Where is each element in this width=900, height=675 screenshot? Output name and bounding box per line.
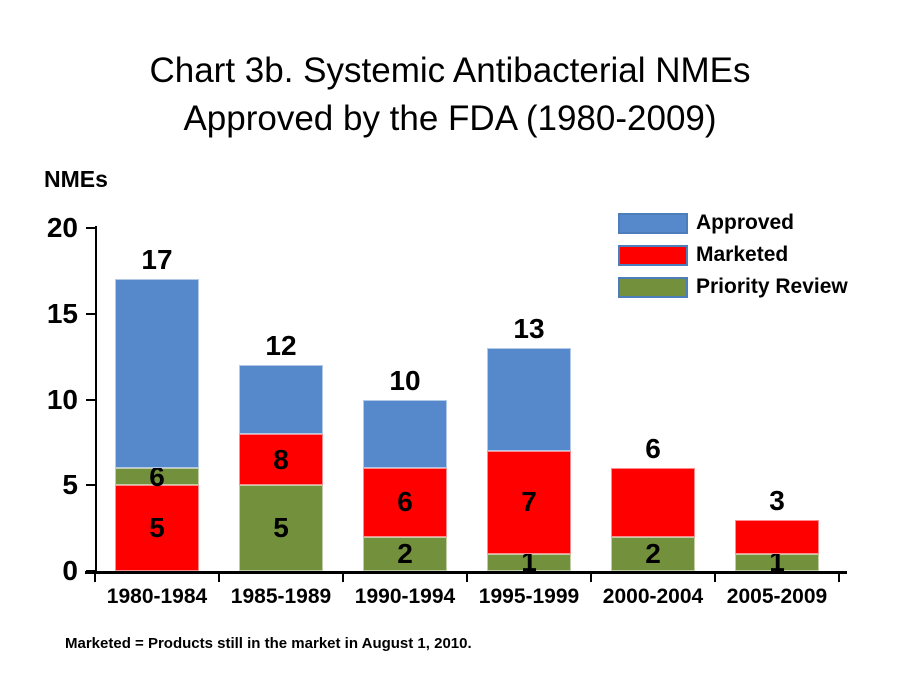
bar-segment-label: 2 [645, 537, 661, 569]
bar-segment-marketed: 7 [487, 450, 571, 554]
bar-segment-marketed [611, 468, 695, 537]
legend-item-priority-review: Priority Review [618, 271, 848, 303]
bar-segment-priority-review: 2 [611, 536, 695, 571]
bar-segment-label: 5 [149, 512, 165, 544]
bar-total-label: 3 [769, 484, 785, 516]
bar: 5 8 12 [239, 228, 323, 571]
bar-total-label: 6 [645, 433, 661, 465]
y-axis-line [95, 226, 97, 574]
y-axis-tick [86, 227, 95, 229]
bar-segment-label: 8 [273, 443, 289, 475]
y-tick-label: 15 [46, 297, 78, 329]
y-axis-tick [86, 570, 95, 572]
bar-segment-label: 1 [521, 546, 537, 578]
bar-segment-label: 5 [273, 512, 289, 544]
bar-segment-priority-review: 1 [735, 546, 819, 577]
bar-segment-priority-review: 2 [363, 536, 447, 571]
bar-segment-approved [487, 348, 571, 451]
bar-segment-approved [115, 279, 199, 469]
x-axis-tick [838, 574, 840, 582]
legend-item-approved: Approved [618, 207, 848, 239]
bar-segment-label: 1 [769, 546, 785, 578]
y-axis-tick [86, 484, 95, 487]
x-category-label: 2005-2009 [726, 585, 828, 608]
bar-segment-marketed: 8 [239, 433, 323, 486]
bar-segment-label: 6 [397, 486, 413, 518]
x-category-label: 2000-2004 [602, 585, 704, 608]
legend-label-approved: Approved [696, 211, 795, 234]
bar-segment-label: 6 [149, 460, 165, 492]
y-tick-label: 10 [46, 383, 78, 415]
bar-segment-priority-review: 5 [239, 485, 323, 571]
bar-segment-approved [363, 399, 447, 469]
legend-swatch-priority-review [618, 276, 688, 298]
y-axis-tick [86, 312, 95, 315]
bar-total-label: 12 [265, 330, 297, 362]
bar-segment-label: 2 [397, 537, 413, 569]
x-category-label: 1985-1989 [230, 585, 332, 608]
chart-title: Chart 3b. Systemic Antibacterial NMEs Ap… [0, 47, 900, 143]
x-axis-tick [218, 574, 220, 582]
chart-title-line-2: Approved by the FDA (1980-2009) [183, 99, 717, 138]
y-tick-label: 5 [62, 469, 78, 501]
bar-segment-priority-review: 1 [487, 546, 571, 577]
x-axis-tick [94, 574, 96, 582]
x-axis-tick [342, 574, 344, 582]
bar-total-label: 10 [389, 364, 421, 396]
plot-area: 5 6 17 5 8 12 2 6 10 1 7 13 2 6 1 3 [85, 226, 847, 582]
chart-title-line-1: Chart 3b. Systemic Antibacterial NMEs [149, 51, 751, 90]
x-axis-tick [590, 574, 592, 582]
y-axis-title: NMEs [44, 166, 108, 192]
y-axis-tick [86, 398, 95, 401]
legend-swatch-approved [618, 212, 688, 234]
bar: 5 6 17 [115, 228, 199, 571]
bar-segment-priority-review: 6 [115, 461, 199, 492]
x-axis-tick [714, 574, 716, 582]
bar: 2 6 10 [363, 228, 447, 571]
bar-total-label: 17 [141, 244, 173, 276]
bar-total-label: 13 [513, 313, 545, 345]
bar-segment-marketed: 6 [363, 468, 447, 537]
bar-segment-label: 7 [521, 486, 537, 518]
legend-swatch-marketed [618, 244, 688, 266]
y-tick-label: 20 [46, 212, 78, 243]
legend-label-marketed: Marketed [696, 243, 789, 266]
x-axis-line [85, 571, 847, 574]
legend-item-marketed: Marketed [618, 239, 848, 271]
legend-label-priority-review: Priority Review [696, 275, 848, 298]
bar: 1 7 13 [487, 228, 571, 577]
x-category-label: 1990-1994 [354, 585, 456, 608]
bar-segment-approved [239, 365, 323, 434]
x-category-label: 1995-1999 [478, 585, 580, 608]
y-tick-label: 0 [62, 555, 78, 586]
bar-segment-marketed [735, 519, 819, 554]
bar-segment-marketed: 5 [115, 485, 199, 571]
legend: Approved Marketed Priority Review [618, 207, 848, 303]
x-axis-tick [466, 574, 468, 582]
x-category-label: 1980-1984 [106, 585, 208, 608]
footnote: Marketed = Products still in the market … [65, 635, 472, 652]
